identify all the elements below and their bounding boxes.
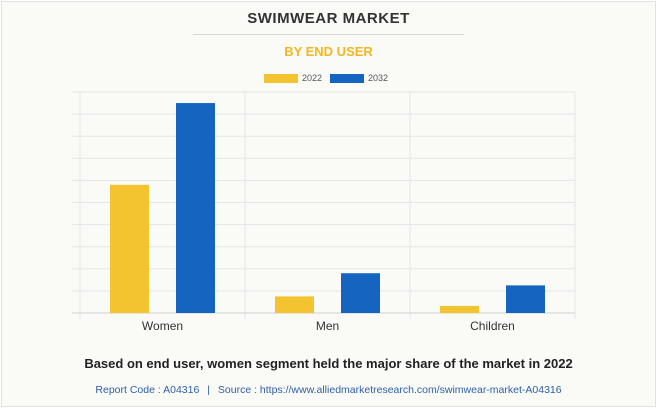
report-code: Report Code : A04316 xyxy=(95,384,200,396)
chart-title: SWIMWEAR MARKET xyxy=(247,10,410,27)
bar-women-2032 xyxy=(176,103,215,313)
chart-caption: Based on end user, women segment held th… xyxy=(84,356,573,371)
bar-children-2022 xyxy=(440,305,479,313)
legend-swatch-2022 xyxy=(264,73,298,83)
x-tick-label-children: Children xyxy=(470,319,515,333)
x-tick-label-men: Men xyxy=(316,319,339,333)
source-text: Source : https://www.alliedmarketresearc… xyxy=(217,384,562,396)
bar-women-2022 xyxy=(110,184,149,313)
legend-label-2032: 2032 xyxy=(368,73,389,83)
x-tick-label-women: Women xyxy=(142,319,183,333)
bar-men-2022 xyxy=(275,296,314,313)
source-separator: | xyxy=(207,384,210,396)
legend-label-2022: 2022 xyxy=(302,73,323,83)
title-divider xyxy=(193,34,464,35)
legend: 2022 2032 xyxy=(264,71,396,85)
bar-men-2032 xyxy=(341,273,380,313)
bar-children-2032 xyxy=(506,285,545,313)
source-line: Report Code : A04316 | Source : https://… xyxy=(0,384,657,396)
chart-subtitle: BY END USER xyxy=(284,44,373,59)
legend-swatch-2032 xyxy=(330,73,365,83)
